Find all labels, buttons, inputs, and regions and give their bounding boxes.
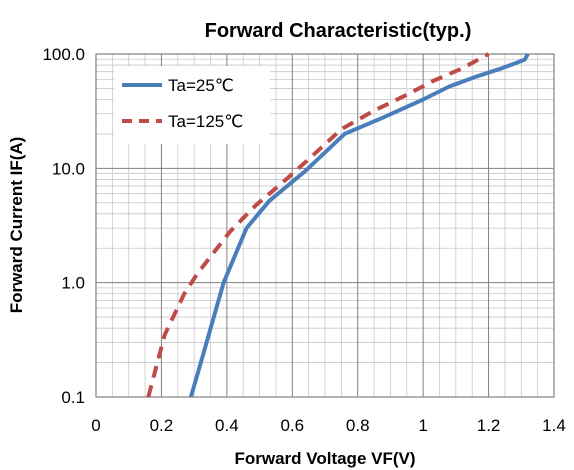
x-tick-label: 1.2 [477, 416, 501, 435]
x-tick-label: 1.4 [542, 416, 566, 435]
x-tick-label: 1 [418, 416, 427, 435]
x-tick-label: 0.8 [346, 416, 370, 435]
y-axis-label: Forward Current IF(A) [7, 137, 26, 314]
x-tick-label: 0 [91, 416, 100, 435]
chart-title: Forward Characteristic(typ.) [205, 20, 472, 42]
x-tick-labels: 0 0.2 0.4 0.6 0.8 1 1.2 1.4 [91, 416, 566, 435]
x-tick-label: 0.6 [280, 416, 304, 435]
y-tick-label: 0.1 [61, 388, 85, 407]
x-tick-label: 0.2 [150, 416, 174, 435]
x-axis-label: Forward Voltage VF(V) [234, 449, 415, 468]
legend-label-ta125: Ta=125℃ [168, 112, 243, 131]
y-tick-label: 100.0 [42, 45, 85, 64]
series-layer [146, 52, 530, 398]
y-tick-label: 10.0 [52, 159, 85, 178]
plot-area-border [95, 53, 555, 398]
legend-box [114, 66, 270, 144]
y-tick-labels: 0.1 1.0 10.0 100.0 [42, 45, 85, 407]
y-tick-label: 1.0 [61, 274, 85, 293]
series-line-ta25 [188, 53, 530, 398]
legend: Ta=25℃ Ta=125℃ [114, 66, 270, 144]
x-tick-label: 0.4 [215, 416, 239, 435]
legend-label-ta25: Ta=25℃ [168, 76, 234, 95]
